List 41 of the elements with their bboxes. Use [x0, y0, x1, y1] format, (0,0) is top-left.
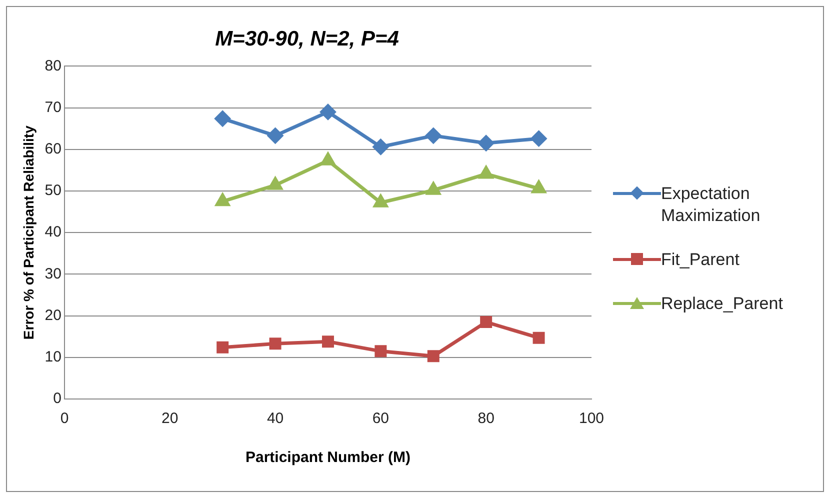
y-axis-title: Error % of Participant Reliability	[20, 125, 36, 340]
point	[216, 194, 230, 206]
legend-label: Expectation Maximization	[661, 183, 762, 227]
x-tick-label: 100	[578, 410, 604, 428]
y-tick-label: 30	[44, 265, 62, 282]
legend-label: Replace_Parent	[661, 293, 783, 315]
point	[322, 336, 334, 348]
x-axis-title: Participant Number (M)	[245, 449, 410, 466]
point	[426, 128, 442, 144]
point	[374, 345, 387, 358]
point	[268, 177, 282, 190]
y-tick-label: 10	[44, 348, 62, 366]
legend-label: Fit_Parent	[661, 249, 740, 271]
x-tick-label: 40	[266, 410, 284, 428]
y-tick-label: 0	[53, 390, 62, 408]
y-tick-label: 60	[44, 140, 62, 158]
point	[478, 135, 494, 151]
point	[532, 180, 546, 194]
point	[320, 104, 336, 120]
point	[532, 332, 545, 344]
point	[214, 110, 230, 126]
x-tick-label: 60	[372, 410, 390, 428]
y-tick-label: 40	[44, 224, 62, 241]
point	[427, 350, 440, 362]
y-tick-label: 70	[44, 98, 62, 116]
point	[269, 338, 282, 350]
y-tick-label: 50	[44, 182, 62, 200]
point	[268, 128, 284, 144]
x-tick-label: 20	[162, 410, 178, 428]
point	[321, 152, 335, 166]
point	[372, 139, 388, 155]
point	[531, 130, 547, 146]
point	[426, 182, 440, 195]
point	[216, 341, 229, 354]
point	[374, 194, 388, 208]
y-tick-label: 80	[44, 57, 62, 74]
point	[480, 316, 492, 328]
point	[479, 166, 494, 179]
x-tick-label: 80	[478, 410, 494, 428]
chart-title: M=30-90, N=2, P=4	[215, 27, 400, 50]
y-tick-label: 20	[44, 306, 62, 324]
